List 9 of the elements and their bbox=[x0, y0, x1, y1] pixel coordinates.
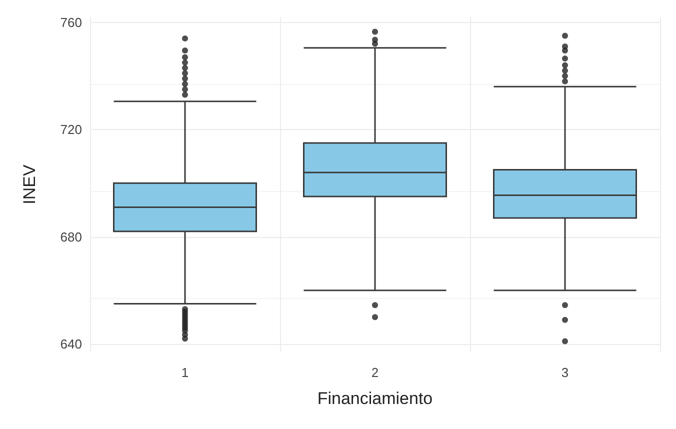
y-tick-label: 720 bbox=[60, 122, 82, 138]
x-tick-label: 1 bbox=[181, 365, 189, 380]
x-tick-label: 2 bbox=[371, 365, 379, 380]
x-tick-label: 3 bbox=[561, 365, 569, 380]
y-tick-label: 680 bbox=[60, 229, 82, 244]
y-tick-label: 760 bbox=[60, 14, 82, 30]
y-tick-label: 640 bbox=[60, 336, 82, 352]
y-axis-title: INEV bbox=[20, 164, 39, 204]
x-axis-title: Financiamiento bbox=[317, 389, 433, 408]
